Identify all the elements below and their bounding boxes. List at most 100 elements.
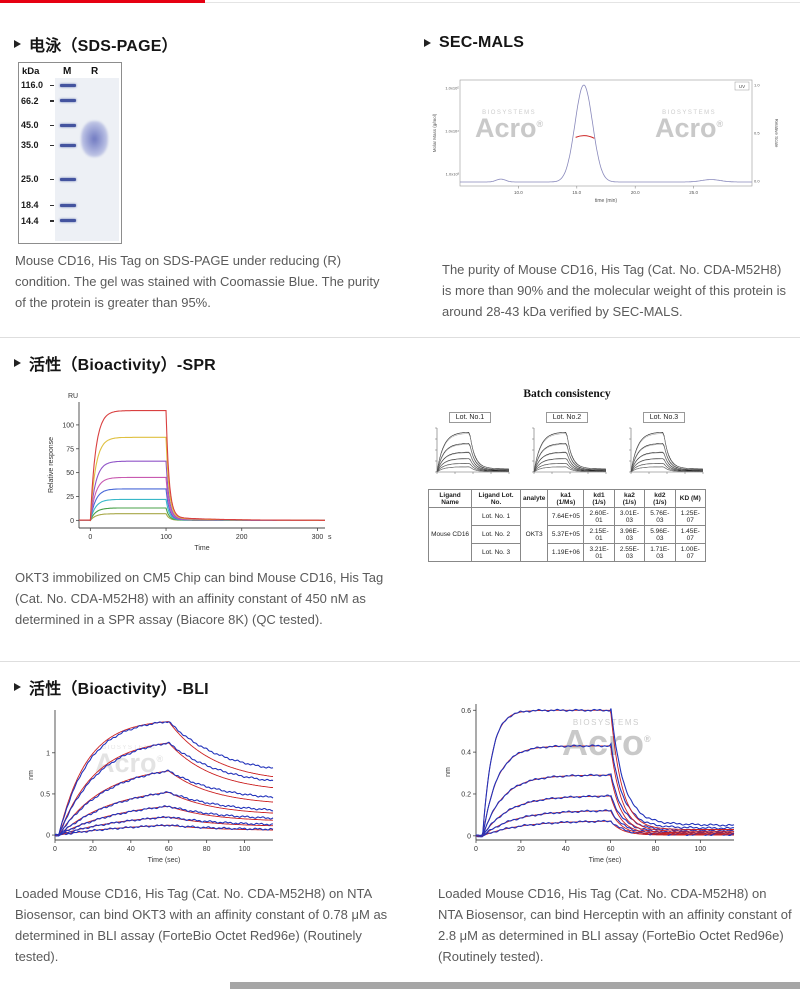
- svg-text:0.4: 0.4: [461, 750, 471, 757]
- svg-text:time (min): time (min): [595, 198, 618, 204]
- svg-text:100: 100: [160, 534, 172, 541]
- svg-text:s: s: [328, 534, 332, 541]
- table-header-cell: kd2 (1/s): [644, 489, 676, 508]
- sds-page-caption: Mouse CD16, His Tag on SDS-PAGE under re…: [15, 253, 380, 311]
- table-cell: 1.25E-07: [674, 507, 707, 526]
- gel-lane-label-r: R: [91, 66, 99, 77]
- gel-marker-band: [60, 123, 76, 127]
- table-cell: 3.96E-03: [613, 525, 646, 544]
- table-cell: Mouse CD16: [427, 507, 473, 562]
- svg-text:100: 100: [695, 846, 707, 853]
- section-header-sec-mals[interactable]: SEC-MALS: [424, 34, 524, 52]
- svg-text:60: 60: [607, 846, 615, 853]
- sds-page-gel-image: kDa M R 116.0 66.2 45.0 35.0 25.0 18.4 14.4: [18, 62, 122, 244]
- gel-sample-band: [81, 121, 108, 158]
- table-cell: 3.01E-03: [613, 507, 646, 526]
- gel-marker-label: 66.2: [21, 95, 39, 106]
- svg-text:100: 100: [62, 422, 74, 429]
- section-header-sds-page[interactable]: 电泳（SDS-PAGE）: [14, 32, 178, 56]
- svg-text:0: 0: [70, 518, 74, 525]
- table-header-cell: KD (M): [674, 489, 707, 508]
- table-header-cell: analyte: [519, 489, 549, 508]
- table-header-cell: ka1 (1/Ms): [547, 489, 585, 508]
- svg-text:nm: nm: [445, 767, 452, 777]
- table-row: Lot. No. 3 1.19E+06 3.21E-01 2.55E-03 1.71E-…: [429, 543, 707, 562]
- gel-kda-header: kDa: [22, 66, 40, 77]
- svg-text:100: 100: [239, 846, 251, 853]
- batch-consistency-title: Batch consistency: [523, 388, 611, 400]
- svg-text:300: 300: [312, 534, 324, 541]
- svg-text:10.0: 10.0: [514, 190, 523, 195]
- lot-label: Lot. No.2: [545, 412, 589, 423]
- spr-title: 活性（Bioactivity）-SPR: [29, 357, 216, 374]
- svg-text:RU: RU: [68, 393, 78, 400]
- batch-consistency-panel: Batch consistency Lot. No.1 Lot. No.2 Lot.…: [427, 384, 707, 562]
- kinetics-table: Ligand Name Ligand Lot. No. analyte ka1 (1/…: [427, 489, 707, 562]
- spr-sensorgram-chart: 0 25 50 75 100 0 100 200 300 Relative response RU T…: [45, 386, 337, 558]
- bli-okt3-chart: BIOSYSTEMS Acro® 0 0.5 1 0 20 40 60 80 100 nm Time…: [25, 700, 281, 870]
- top-divider: [0, 2, 800, 3]
- section-divider: [0, 337, 800, 338]
- active-tab-indicator: [0, 0, 205, 3]
- gel-marker-label: 116.0: [21, 80, 44, 91]
- svg-text:200: 200: [236, 534, 248, 541]
- lot-plot: Lot. No.1: [428, 412, 512, 481]
- svg-text:0.2: 0.2: [461, 791, 471, 798]
- footer-edge: [230, 982, 800, 989]
- gel-marker-label: 14.4: [21, 215, 39, 226]
- svg-text:15.0: 15.0: [572, 190, 581, 195]
- svg-text:20: 20: [517, 846, 525, 853]
- svg-text:0: 0: [88, 534, 92, 541]
- gel-marker-tick: [50, 220, 54, 222]
- gel-marker-tick: [50, 178, 54, 181]
- lot-label: Lot. No.3: [642, 412, 686, 423]
- table-cell: 7.64E+05: [547, 507, 585, 526]
- svg-text:40: 40: [127, 846, 135, 853]
- gel-marker-tick: [50, 144, 54, 147]
- table-cell: OKT3: [519, 507, 549, 562]
- gel-marker-tick: [50, 124, 54, 127]
- gel-marker-label: 18.4: [21, 200, 39, 211]
- svg-text:80: 80: [652, 846, 660, 853]
- expand-triangle-icon: [424, 39, 431, 47]
- gel-marker-tick: [50, 100, 54, 102]
- bli-herceptin-caption: Loaded Mouse CD16, His Tag (Cat. No. CDA…: [438, 886, 792, 965]
- section-header-bli[interactable]: 活性（Bioactivity）-BLI: [14, 675, 209, 699]
- gel-marker-tick: [50, 204, 54, 207]
- svg-text:Relative response: Relative response: [48, 437, 55, 493]
- table-cell: 1.45E-07: [674, 525, 707, 544]
- svg-text:40: 40: [562, 846, 570, 853]
- gel-marker-label: 35.0: [21, 140, 39, 151]
- bli-title: 活性（Bioactivity）-BLI: [29, 681, 209, 698]
- svg-text:nm: nm: [28, 770, 35, 780]
- batch-kinetics-table: Ligand Name Ligand Lot. No. analyte ka1 (1/…: [427, 489, 707, 562]
- svg-text:0: 0: [467, 833, 471, 840]
- table-cell: 2.60E-01: [583, 507, 615, 526]
- svg-text:1.0x10⁴: 1.0x10⁴: [445, 129, 459, 134]
- svg-text:75: 75: [66, 446, 74, 453]
- svg-text:Molar Mass (g/mol): Molar Mass (g/mol): [432, 113, 437, 152]
- svg-text:25: 25: [66, 494, 74, 501]
- gel-marker-label: 45.0: [21, 120, 39, 131]
- gel-marker-band: [60, 177, 76, 181]
- table-cell: Lot. No. 3: [471, 543, 521, 562]
- gel-marker-label: 25.0: [21, 174, 39, 185]
- svg-text:0: 0: [53, 846, 57, 853]
- table-header-cell: ka2 (1/s): [613, 489, 646, 508]
- gel-marker-tick: [50, 84, 54, 87]
- section-header-spr[interactable]: 活性（Bioactivity）-SPR: [14, 351, 216, 375]
- gel-lane-label-m: M: [63, 66, 72, 77]
- table-cell: 3.21E-01: [583, 543, 615, 562]
- svg-text:20: 20: [89, 846, 97, 853]
- sds-page-title: 电泳（SDS-PAGE）: [29, 38, 178, 55]
- svg-text:Time (sec): Time (sec): [148, 857, 181, 864]
- table-row: Lot. No. 2 5.37E+05 2.15E-01 3.96E-03 5.96E-…: [429, 525, 707, 544]
- bli-okt3-caption: Loaded Mouse CD16, His Tag (Cat. No. CDA…: [15, 886, 388, 965]
- section-divider: [0, 661, 800, 662]
- gel-marker-band: [60, 203, 76, 207]
- svg-text:0.0: 0.0: [754, 179, 760, 184]
- table-cell: 2.15E-01: [583, 525, 615, 544]
- svg-text:Time (sec): Time (sec): [589, 857, 622, 864]
- table-cell: 1.00E-07: [674, 543, 707, 562]
- svg-text:Time: Time: [194, 545, 209, 552]
